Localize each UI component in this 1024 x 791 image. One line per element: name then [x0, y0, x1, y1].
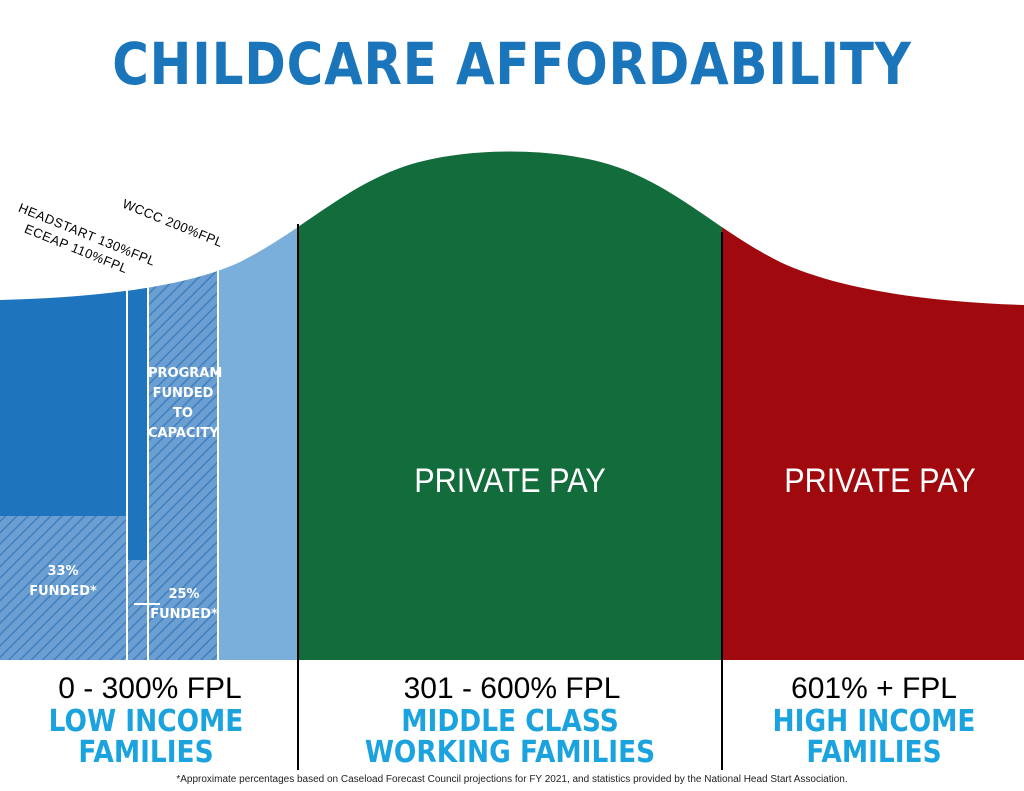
low-income-funded-hatch	[0, 516, 126, 660]
headstart-funded-label: 25% FUNDED*	[146, 585, 222, 625]
low-funded-text: FUNDED*	[29, 584, 97, 599]
headstart-funded-hatch	[126, 560, 148, 660]
middle-class-category-line-2: WORKING FAMILIES	[364, 735, 656, 770]
low-fpl-range: 0 - 300% FPL	[58, 672, 242, 705]
program-funded-label: PROGRAM FUNDED TO CAPACITY	[148, 364, 223, 444]
low-income-category-line-1: LOW INCOME	[48, 704, 244, 739]
low-income-category: LOW INCOME FAMILIES	[0, 706, 296, 768]
low-income-light-region	[218, 151, 298, 660]
headstart-funded-text: FUNDED*	[150, 607, 218, 622]
program-funded-line-1: PROGRAM	[148, 366, 223, 381]
middle-private-pay-label: PRIVATE PAY	[414, 462, 606, 500]
low-funded-percent: 33%	[47, 564, 79, 579]
headstart-funded-percent: 25%	[168, 587, 200, 602]
program-funded-line-2: FUNDED	[152, 386, 214, 401]
footnote: *Approximate percentages based on Caselo…	[176, 774, 848, 785]
program-funded-line-4: CAPACITY	[148, 426, 219, 441]
page-title: CHILDCARE AFFORDABILITY	[112, 30, 912, 98]
high-income-region	[722, 151, 1024, 660]
high-fpl-range: 601% + FPL	[791, 672, 957, 705]
high-income-category: HIGH INCOME FAMILIES	[724, 706, 1023, 768]
low-funded-label: 33% FUNDED*	[18, 562, 108, 602]
low-income-category-line-2: FAMILIES	[78, 735, 214, 770]
middle-fpl-range: 301 - 600% FPL	[403, 672, 621, 705]
program-funded-line-3: TO	[173, 406, 193, 421]
middle-class-region	[298, 151, 722, 660]
middle-class-category: MIDDLE CLASS WORKING FAMILIES	[360, 706, 659, 768]
middle-class-category-line-1: MIDDLE CLASS	[401, 704, 619, 739]
high-income-category-line-1: HIGH INCOME	[772, 704, 976, 739]
high-private-pay-label: PRIVATE PAY	[784, 462, 976, 500]
high-income-category-line-2: FAMILIES	[806, 735, 942, 770]
